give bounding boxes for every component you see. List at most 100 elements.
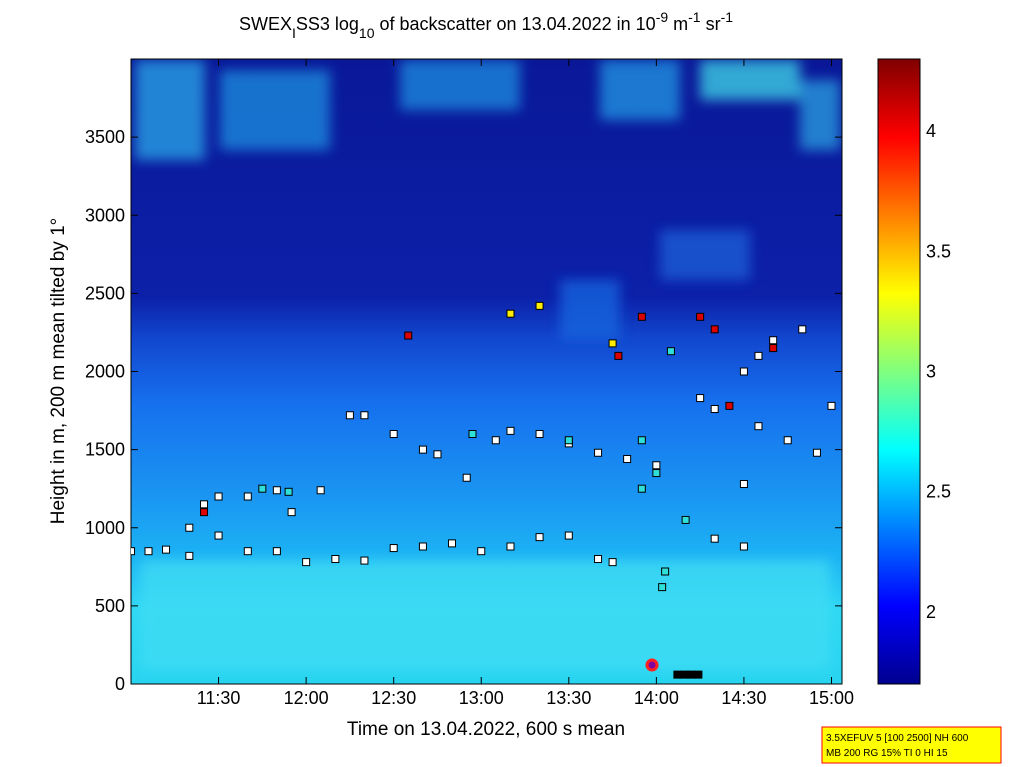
title-part: of backscatter on 13.04.2022 in 10 (374, 14, 655, 34)
marker (739, 367, 748, 376)
marker (623, 455, 632, 463)
x-tick-label: 11:30 (197, 688, 241, 708)
note-line: 3.5XEFUV 5 [100 2500] NH 600 (826, 733, 969, 744)
marker (360, 411, 369, 420)
marker (185, 523, 194, 532)
marker (564, 436, 573, 445)
colorbar-tick-label: 3 (926, 362, 936, 382)
marker (284, 487, 293, 496)
colorbar-tick-label: 2 (926, 602, 936, 622)
marker-special (645, 658, 659, 672)
note-line: MB 200 RG 15% TI 0 HI 15 (826, 748, 948, 759)
marker (506, 309, 515, 318)
title-part: SS3 log (296, 14, 359, 34)
y-axis-label: Height in m, 200 m mean tilted by 1° (48, 218, 69, 524)
title-part: -1 (721, 9, 734, 25)
marker (302, 558, 311, 567)
marker (680, 670, 689, 679)
y-tick-label: 0 (115, 674, 125, 694)
marker (739, 480, 748, 488)
marker (798, 325, 807, 334)
x-tick-label: 13:00 (459, 688, 504, 708)
marker (404, 331, 413, 340)
marker (418, 445, 427, 454)
y-tick-label: 500 (95, 596, 125, 616)
marker (331, 555, 340, 563)
y-tick-label: 1000 (85, 518, 125, 538)
marker (214, 492, 223, 501)
marker (769, 344, 778, 353)
marker (214, 531, 223, 540)
x-axis-label: Time on 13.04.2022, 600 s mean (347, 719, 625, 740)
marker (710, 325, 719, 334)
marker (272, 547, 281, 556)
marker (608, 558, 617, 567)
marker (448, 539, 457, 548)
marker (652, 469, 661, 478)
y-tick-label: 2000 (85, 362, 125, 382)
marker (769, 336, 778, 345)
marker (162, 545, 171, 554)
marker (258, 484, 267, 493)
title-part: 10 (359, 25, 375, 41)
title-part: -9 (656, 9, 669, 25)
marker (658, 583, 667, 592)
marker (739, 542, 748, 551)
marker (827, 401, 836, 410)
marker (243, 547, 252, 556)
marker (287, 508, 296, 517)
marker (637, 312, 646, 321)
marker (535, 301, 544, 310)
marker (673, 670, 682, 679)
marker (389, 430, 398, 438)
marker (272, 486, 281, 495)
marker (389, 544, 398, 553)
note-box (821, 726, 1002, 764)
x-tick-label: 14:00 (634, 688, 679, 708)
chart-title: SWEXISS3 log10 of backscatter on 13.04.2… (239, 9, 733, 41)
y-tick-label: 1500 (85, 440, 125, 460)
marker (614, 351, 623, 360)
marker (535, 533, 544, 542)
x-tick-label: 13:30 (546, 688, 591, 708)
marker (468, 430, 477, 438)
marker (345, 411, 354, 420)
colorbar-tick-label: 2.5 (926, 482, 951, 502)
title-part: m (668, 14, 688, 34)
x-tick-label: 15:00 (809, 688, 854, 708)
title-part: -1 (688, 9, 701, 25)
marker (243, 492, 252, 501)
y-tick-label: 3000 (85, 205, 125, 225)
title-part: sr (701, 14, 721, 34)
marker (564, 531, 573, 540)
marker (681, 515, 690, 524)
marker (710, 534, 719, 543)
marker (754, 351, 763, 360)
marker (843, 427, 850, 434)
marker (783, 436, 792, 445)
x-tick-label: 12:00 (284, 688, 329, 708)
marker (687, 670, 696, 679)
y-tick-label: 3500 (85, 127, 125, 147)
marker (661, 567, 670, 576)
colorbar-tick-label: 3.5 (926, 241, 951, 261)
heatmap (131, 59, 842, 684)
marker (696, 312, 705, 321)
marker (812, 448, 821, 457)
x-tick-label: 14:30 (721, 688, 766, 708)
marker (360, 556, 369, 565)
marker (594, 555, 603, 563)
marker (710, 405, 719, 413)
marker (725, 401, 734, 410)
marker (144, 547, 153, 556)
x-tick-label: 12:30 (371, 688, 416, 708)
marker (666, 347, 675, 356)
marker (131, 547, 135, 556)
marker (608, 339, 617, 348)
marker (491, 436, 500, 445)
marker (418, 542, 427, 551)
colorbar (877, 58, 921, 685)
marker (316, 486, 325, 495)
marker (185, 551, 194, 560)
